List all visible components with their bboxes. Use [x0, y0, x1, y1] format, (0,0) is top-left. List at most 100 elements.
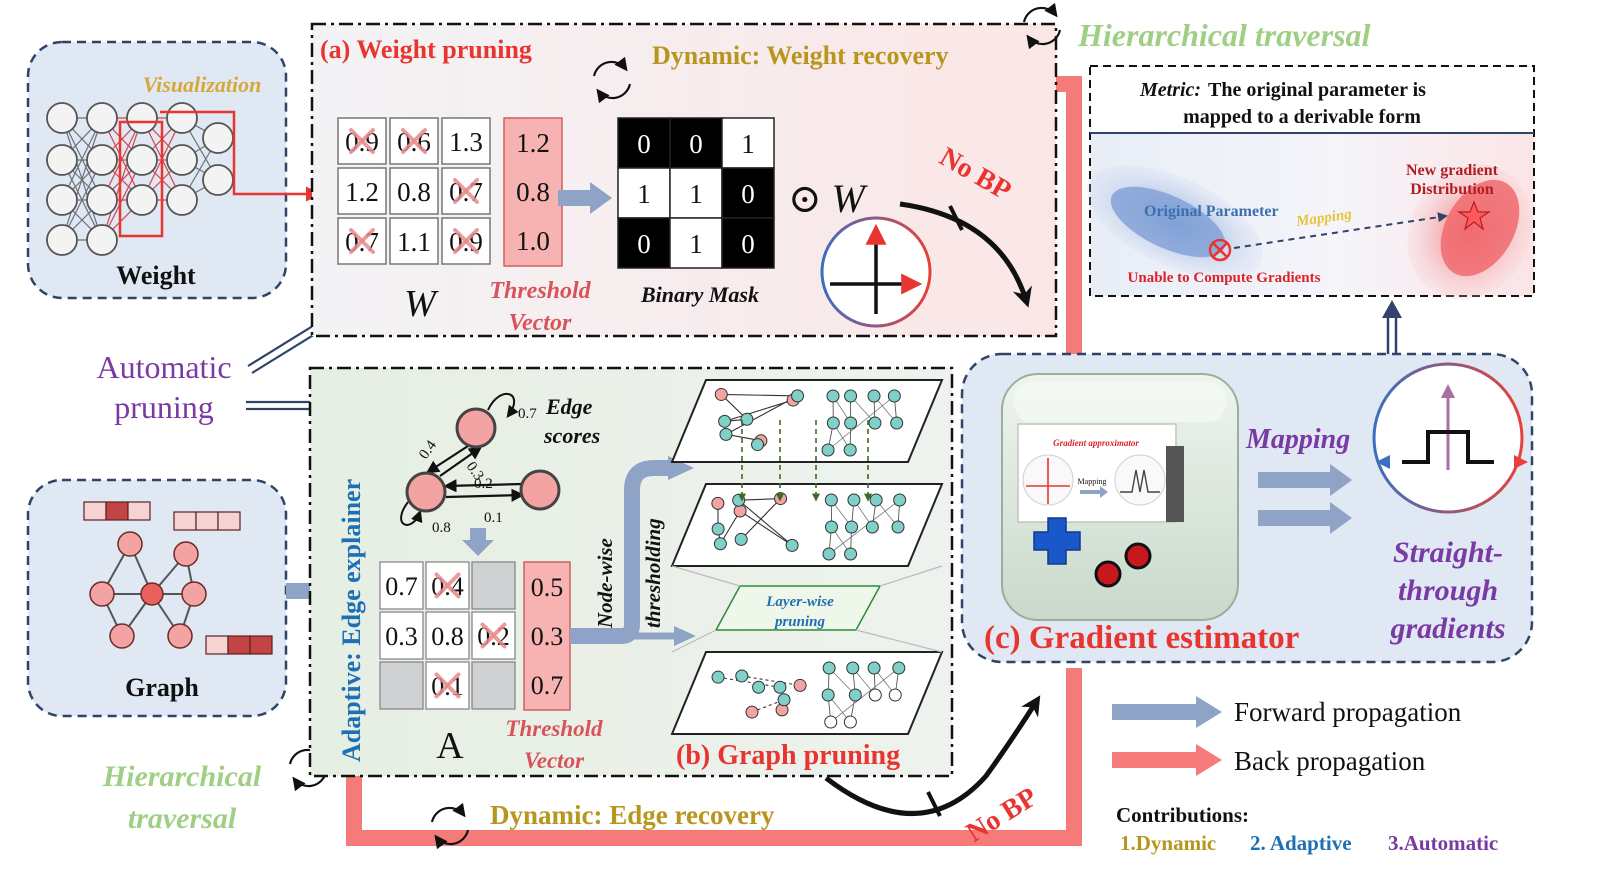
graph-threshold-vector: 0.5 0.3 0.7 [523, 561, 571, 711]
contribution-adaptive: 2. Adaptive [1250, 831, 1352, 855]
graph-pruning-panel: Adaptive: Edge explainer 0.70.40.30.20.8… [308, 366, 954, 778]
metric-text-line2: mapped to a derivable form [1183, 106, 1421, 128]
graph-threshold-label-line1: Threshold [505, 716, 603, 741]
metric-text-line1: The original parameter is [1208, 79, 1426, 101]
mask-cell [617, 167, 671, 219]
cycle-arc [434, 829, 470, 850]
edge-scores-line1: Edge [545, 394, 593, 419]
edge-graph-node [455, 407, 497, 449]
feature-cell [227, 635, 251, 655]
mask-cell [721, 117, 775, 169]
new-distribution-line1: New gradient [1406, 162, 1499, 179]
layer-node [847, 493, 861, 507]
feature-cell [83, 501, 107, 521]
feature-cell [127, 501, 151, 521]
ste-label-line2: through [1398, 574, 1498, 607]
weight-threshold-label-line1: Threshold [489, 278, 591, 304]
weight-value: 1.2 [345, 177, 379, 207]
feature-cell [205, 635, 229, 655]
mask-cell [721, 217, 775, 269]
mask-value: 0 [741, 179, 755, 209]
edge-arrow [425, 445, 469, 474]
layer-node [718, 414, 732, 428]
ste-function-icon [1372, 362, 1528, 514]
mask-value: 0 [637, 229, 651, 259]
graph-node [109, 623, 135, 649]
layer-connector [855, 629, 943, 653]
prune-cross-stroke [453, 228, 479, 254]
layer-node [844, 547, 858, 561]
mask-cell [669, 117, 723, 169]
layer-node [711, 522, 725, 536]
layer-node [848, 688, 862, 702]
layer-node [845, 520, 859, 534]
recovery-cycle-icons [288, 2, 1062, 850]
weight-value: 0.8 [397, 177, 431, 207]
feature-cell [249, 635, 273, 655]
layer-node [821, 688, 835, 702]
layer-node [888, 688, 902, 702]
edge-weight: 0.1 [484, 510, 503, 526]
weight-label: Weight [116, 261, 196, 290]
weight-pruning-panel: (a) Weight pruning Dynamic: Weight recov… [310, 22, 1058, 338]
layer-node [714, 387, 728, 401]
contribution-dynamic: 1.Dynamic [1120, 831, 1216, 855]
mapping-arrow-1 [1258, 464, 1352, 496]
binary-mask-label: Binary Mask [640, 282, 759, 307]
layer-edge [724, 399, 794, 422]
layer-node [887, 389, 901, 403]
weight-cell [389, 117, 439, 165]
layer-node [869, 493, 883, 507]
prune-cross-stroke [480, 622, 507, 649]
layer-node [865, 520, 879, 534]
layer-edge [738, 499, 793, 546]
binary-mask: 0 0 1 1 1 0 0 1 0 [617, 117, 775, 269]
layer-connector [671, 629, 717, 653]
feature-cell [217, 511, 241, 531]
mask-value: 1 [689, 229, 703, 259]
mask-value: 0 [689, 129, 703, 159]
visualization-label: Visualization [143, 72, 262, 97]
nn-node [46, 224, 78, 256]
nn-node [86, 102, 118, 134]
layer-node [867, 661, 881, 675]
self-loop [400, 501, 423, 526]
nn-node [202, 122, 234, 154]
threshold-bar [503, 117, 563, 267]
ste-label-line3: gradients [1389, 612, 1505, 645]
nn-node [202, 164, 234, 196]
layer-node [868, 416, 882, 430]
original-parameter-label: Original Parameter [1144, 203, 1279, 220]
nn-node [86, 224, 118, 256]
layer-node [711, 670, 725, 684]
feature-cell [173, 511, 197, 531]
layer-node [735, 669, 749, 683]
weight-prune-cross [401, 128, 427, 154]
weight-threshold-vector: 1.2 0.8 1.0 [503, 117, 563, 267]
feature-cell [105, 501, 129, 521]
edge-graph-node [405, 471, 447, 513]
no-bp-bottom-arrow [824, 695, 1041, 816]
edge-arrow [439, 446, 483, 477]
layer-edge [827, 395, 895, 451]
legend-forward: Forward propagation [1234, 697, 1462, 727]
back-arrow-icon [1112, 744, 1222, 776]
weight-matrix: 0.90.61.31.20.80.70.71.10.9 [337, 117, 491, 265]
mask-value: 0 [741, 229, 755, 259]
graph-node [181, 581, 207, 607]
graph-panel: Graph [26, 478, 288, 718]
layer-node [822, 661, 836, 675]
graph-node [89, 581, 115, 607]
adaptive-edge-explainer-label: Adaptive: Edge explainer [337, 479, 366, 762]
edge-recovery-label: Dynamic: Edge recovery [490, 800, 775, 830]
weight-value: 1.1 [397, 227, 431, 257]
layer-node [734, 532, 748, 546]
layer-node [732, 493, 746, 507]
threshold-value: 1.0 [516, 226, 550, 256]
nn-node [126, 144, 158, 176]
metric-panel: Metric: The original parameter is mapped… [1086, 65, 1535, 300]
edge-arrow [443, 479, 523, 493]
threshold-value: 0.7 [531, 671, 564, 700]
graph-threshold-label-line2: Vector [524, 748, 585, 773]
